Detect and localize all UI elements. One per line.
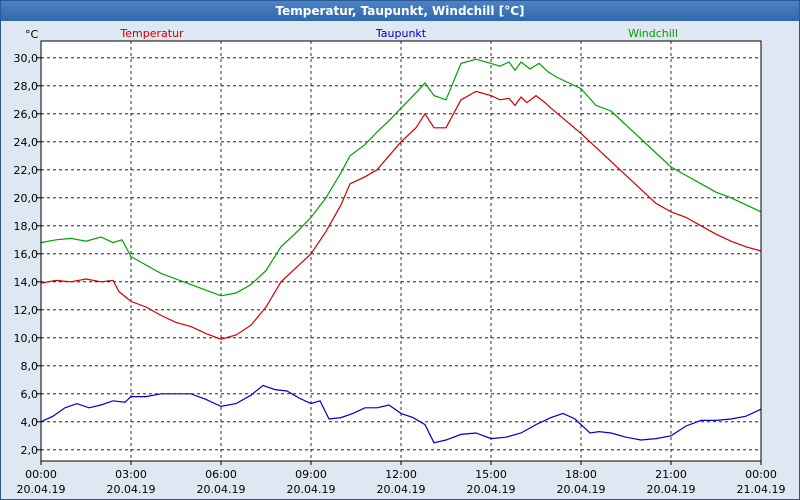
x-tick-time: 03:00 [115, 468, 147, 481]
x-tick-time: 21:00 [655, 468, 687, 481]
y-tick-label: 16,0 [14, 248, 39, 261]
y-tick-label: 24,0 [14, 136, 39, 149]
tick-labels: °C 2,0 4,0 6,0 8,0 10,0 12,0 14,0 16,0 18,0 20,0 22… [14, 28, 786, 496]
legend-entry-taupunkt: Taupunkt [375, 27, 427, 40]
y-tick-label: 28,0 [14, 80, 39, 93]
window-title: Temperatur, Taupunkt, Windchill [°C] [1, 1, 799, 21]
y-tick-label: 6,0 [21, 388, 39, 401]
y-tick-label: 12,0 [14, 304, 39, 317]
legend-entry-temperatur: Temperatur [119, 27, 184, 40]
y-tick-label: 20,0 [14, 192, 39, 205]
x-tick-date: 21.04.19 [737, 483, 786, 496]
y-tick-label: 18,0 [14, 220, 39, 233]
y-tick-label: 30,0 [14, 52, 39, 65]
y-tick-label: 2,0 [21, 444, 39, 457]
series-lines [40, 58, 762, 444]
x-tick-date: 20.04.19 [17, 483, 66, 496]
x-tick-date: 20.04.19 [287, 483, 336, 496]
y-tick-label: 22,0 [14, 164, 39, 177]
x-tick-time: 09:00 [295, 468, 327, 481]
x-tick-date: 20.04.19 [557, 483, 606, 496]
x-tick-date: 20.04.19 [647, 483, 696, 496]
x-tick-time: 12:00 [385, 468, 417, 481]
y-tick-label: 8,0 [21, 360, 39, 373]
legend: Temperatur Taupunkt Windchill [119, 27, 678, 40]
y-tick-label: 10,0 [14, 332, 39, 345]
x-tick-time: 15:00 [475, 468, 507, 481]
x-tick-time: 00:00 [25, 468, 57, 481]
x-tick-date: 20.04.19 [467, 483, 516, 496]
series-line-taupunkt [40, 384, 762, 444]
y-tick-label: 4,0 [21, 416, 39, 429]
x-tick-date: 20.04.19 [377, 483, 426, 496]
x-tick-date: 20.04.19 [107, 483, 156, 496]
axes [37, 40, 762, 465]
x-tick-date: 20.04.19 [197, 483, 246, 496]
series-line-windchill [40, 58, 762, 297]
x-tick-time: 18:00 [565, 468, 597, 481]
y-axis-label: °C [25, 28, 39, 41]
x-tick-time: 00:00 [745, 468, 777, 481]
legend-entry-windchill: Windchill [628, 27, 678, 40]
series-line-temperatur [40, 90, 762, 340]
x-tick-time: 06:00 [205, 468, 237, 481]
line-chart: °C 2,0 4,0 6,0 8,0 10,0 12,0 14,0 16,0 18,0 20,0 22… [14, 27, 786, 496]
y-tick-label: 14,0 [14, 276, 39, 289]
y-tick-label: 26,0 [14, 108, 39, 121]
